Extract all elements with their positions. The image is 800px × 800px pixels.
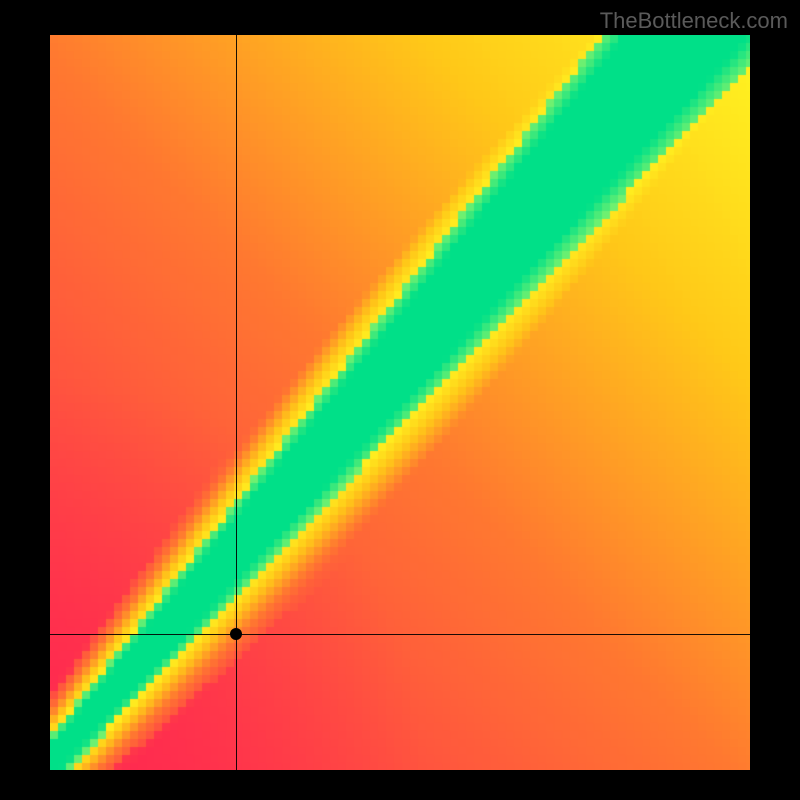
heatmap-plot-area bbox=[50, 35, 750, 770]
watermark-text: TheBottleneck.com bbox=[600, 8, 788, 34]
data-point-marker bbox=[230, 628, 242, 640]
crosshair-horizontal bbox=[50, 634, 750, 635]
heatmap-canvas bbox=[50, 35, 750, 770]
crosshair-vertical bbox=[236, 35, 237, 770]
